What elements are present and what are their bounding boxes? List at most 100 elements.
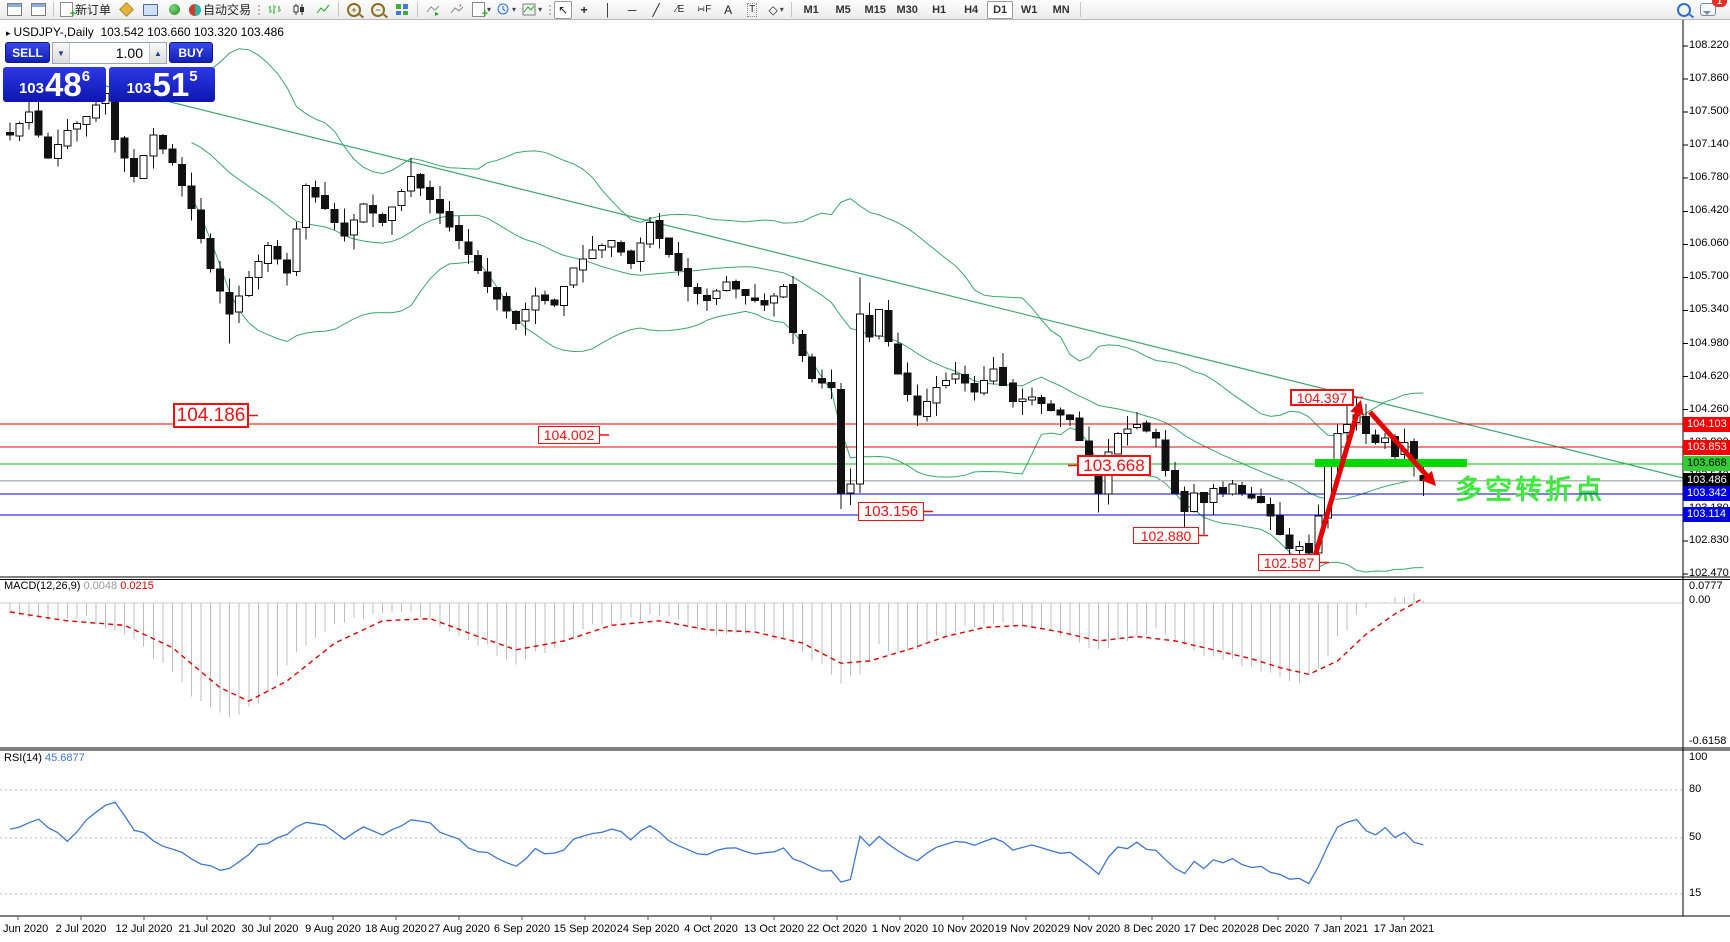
signals-button[interactable] xyxy=(162,1,186,19)
date-axis-label: 4 Oct 2020 xyxy=(684,923,738,935)
buy-button[interactable]: BUY xyxy=(169,42,213,63)
separator xyxy=(791,2,793,17)
sell-price-base: 103 xyxy=(18,80,44,97)
tile-windows-button[interactable] xyxy=(390,1,414,19)
zoom-out-button[interactable]: − xyxy=(366,1,390,19)
cn-annotation-text: 多空转折点 xyxy=(1455,475,1605,505)
new-order-button[interactable]: + 新订单 xyxy=(57,1,114,20)
add-indicator-button[interactable]: + ▾ xyxy=(469,1,494,20)
price-axis-tick: 106.420 xyxy=(1689,204,1729,217)
buy-price-button[interactable]: 103 51 5 xyxy=(109,67,215,102)
bar-chart-button[interactable] xyxy=(263,1,287,19)
autotrading-icon xyxy=(189,3,202,16)
chevron-down-icon: ▾ xyxy=(779,5,784,14)
new-order-icon: + xyxy=(60,2,76,20)
period-button[interactable]: * xyxy=(445,1,469,19)
price-axis-tick: 105.700 xyxy=(1689,270,1729,283)
svg-text:*: * xyxy=(459,4,462,11)
trendline-icon: ╱ xyxy=(652,2,660,17)
date-axis-label: 19 Nov 2020 xyxy=(994,923,1058,935)
signal-icon xyxy=(168,4,180,15)
price-line-badge: 103.486 xyxy=(1683,473,1730,489)
volume-input[interactable]: 1.00 xyxy=(115,45,143,61)
terminal-icon xyxy=(142,3,158,16)
timeframe-button-M5[interactable]: M5 xyxy=(835,3,851,16)
line-chart-button[interactable] xyxy=(311,1,335,19)
cursor-icon: ↖ xyxy=(558,2,569,17)
horizontal-line-tool-button[interactable]: ─ xyxy=(620,1,644,19)
search-icon xyxy=(1677,2,1691,17)
candlestick-icon xyxy=(293,4,305,15)
date-axis-label: 8 Dec 2020 xyxy=(1123,923,1181,935)
timeframe-button-H1[interactable]: H1 xyxy=(932,3,947,16)
sell-price-point: 6 xyxy=(81,68,91,85)
buy-price-pips: 51 xyxy=(152,66,190,103)
volume-increase-button[interactable]: ▲ xyxy=(149,43,166,63)
sell-price-button[interactable]: 103 48 6 xyxy=(3,67,106,102)
timeframe-button-D1[interactable]: D1 xyxy=(987,0,1014,19)
clock-icon xyxy=(497,3,509,15)
new-chart-button[interactable] xyxy=(2,1,26,19)
volume-decrease-button[interactable]: ▼ xyxy=(53,43,70,63)
price-annotation-label: 104.397 xyxy=(1290,389,1354,406)
price-axis-tick: 105.340 xyxy=(1689,303,1729,316)
text-tool-button[interactable]: A xyxy=(716,1,740,19)
timeframe-button-M1[interactable]: M1 xyxy=(803,3,819,16)
cursor-tool-button[interactable]: ↖ xyxy=(554,0,573,19)
notification-badge: 1 xyxy=(1712,0,1727,7)
timeframe-button-H4[interactable]: H4 xyxy=(964,3,979,16)
fibonacci-tool-button[interactable]: ∺F xyxy=(692,1,716,19)
timeframe-button-MN[interactable]: MN xyxy=(1052,3,1070,16)
timeframe-button-M15[interactable]: M15 xyxy=(864,3,886,16)
text-label-tool-button[interactable]: T xyxy=(740,1,764,19)
date-axis-label: 9 Aug 2020 xyxy=(305,923,361,935)
new-order-label: 新订单 xyxy=(75,3,112,17)
date-axis-label: 17 Dec 2020 xyxy=(1183,923,1247,935)
date-axis-label: 6 Sep 2020 xyxy=(493,923,551,935)
chat-button[interactable]: 1 xyxy=(1696,0,1727,19)
rsi-axis-tick: 50 xyxy=(1689,831,1702,843)
separator xyxy=(417,2,419,17)
price-line-badge: 103.668 xyxy=(1683,456,1730,472)
symbol-marker-icon: ▸ xyxy=(6,28,11,38)
crosshair-tool-button[interactable]: + xyxy=(572,1,596,19)
search-button[interactable] xyxy=(1672,1,1696,19)
timeframes-menu-button[interactable]: ▾ xyxy=(494,1,519,19)
date-axis-label: 17 Jan 2021 xyxy=(1373,923,1435,935)
horizontal-line-icon: ─ xyxy=(627,2,637,17)
drag-handle[interactable] xyxy=(547,2,553,17)
timeframe-button-W1[interactable]: W1 xyxy=(1020,3,1038,16)
template-icon xyxy=(522,3,536,16)
crosshair-icon: + xyxy=(580,2,588,17)
vertical-line-icon: │ xyxy=(604,2,612,17)
autotrading-button[interactable]: 自动交易 xyxy=(186,1,254,19)
macd-axis-tick: -0.6158 xyxy=(1689,735,1727,747)
macd-axis-tick: 0.0777 xyxy=(1689,580,1723,592)
indicators-button[interactable] xyxy=(421,1,445,19)
zoom-in-button[interactable]: + xyxy=(342,1,366,19)
vertical-line-tool-button[interactable]: │ xyxy=(596,1,620,19)
date-axis-label: 12 Jul 2020 xyxy=(115,923,173,935)
templates-button[interactable]: ▾ xyxy=(519,1,545,19)
terminal-button[interactable] xyxy=(138,1,162,19)
text-icon: A xyxy=(724,2,733,17)
drag-handle[interactable] xyxy=(256,2,262,17)
date-axis-label: 27 Aug 2020 xyxy=(428,923,490,935)
date-axis-label: 28 Dec 2020 xyxy=(1246,923,1310,935)
date-axis-label: 29 Nov 2020 xyxy=(1057,923,1121,935)
rsi-axis-tick: 100 xyxy=(1689,751,1708,763)
sell-button[interactable]: SELL xyxy=(5,42,50,63)
chevron-down-icon: ▾ xyxy=(512,5,517,14)
bar-chart-icon xyxy=(269,5,282,14)
price-axis-tick: 102.470 xyxy=(1689,566,1729,579)
rsi-value: 45.6877 xyxy=(44,752,85,764)
timeframe-button-M30[interactable]: M30 xyxy=(896,3,918,16)
trendline-tool-button[interactable]: ╱ xyxy=(644,1,668,19)
profiles-button[interactable] xyxy=(26,1,50,19)
one-click-trading-panel: SELL ▼ 1.00 ▲ BUY 103 48 6 103 51 5 xyxy=(3,40,215,102)
candlestick-button[interactable] xyxy=(287,1,311,19)
channel-tool-button[interactable]: ∕E xyxy=(668,1,692,19)
separator xyxy=(1080,2,1082,17)
price-annotation-label: 102.587 xyxy=(1258,554,1320,571)
arrows-tool-button[interactable]: ◇ ▾ xyxy=(764,1,788,19)
